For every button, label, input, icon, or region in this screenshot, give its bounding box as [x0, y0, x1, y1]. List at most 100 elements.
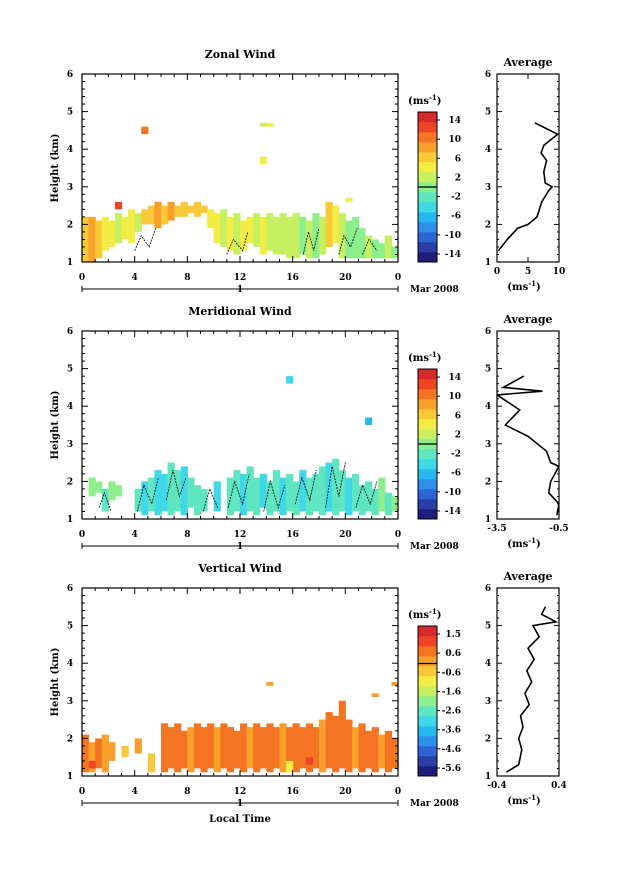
vertical-cell [338, 700, 346, 769]
zonal-x-tick-label: 4 [132, 273, 138, 283]
meridional-y-tick-label: 6 [67, 327, 73, 337]
zonal-profile-y-tick-label: 4 [485, 145, 491, 155]
vertical-cell [161, 723, 169, 773]
vertical-x-tick-label: 0 [395, 787, 401, 797]
zonal-contour [134, 228, 157, 251]
zonal-cell [187, 205, 195, 214]
vertical-profile-x-label-close: ) [536, 796, 541, 807]
zonal-cell [253, 213, 261, 247]
vertical-cell [147, 753, 156, 773]
meridional-colorbar-swatch [418, 449, 437, 460]
zonal-profile-x-tick-label: 10 [553, 267, 566, 277]
vertical-colorbar-swatch [418, 746, 437, 757]
vertical-colorbar-unit-close: ) [437, 610, 442, 621]
zonal-date-day: 1 [237, 285, 243, 295]
zonal-cell [174, 205, 182, 217]
zonal-cell [332, 205, 340, 244]
zonal-cell [292, 213, 300, 259]
zonal-colorbar-tick-label: -14 [445, 250, 461, 260]
vertical-colorbar-swatch [418, 646, 437, 657]
zonal-colorbar-swatch [418, 202, 437, 213]
meridional-profile-y-tick-label: 3 [485, 440, 491, 450]
vertical-colorbar-swatch [418, 626, 437, 637]
vertical-cell [384, 730, 393, 773]
zonal-cell [259, 122, 267, 127]
meridional-profile-y-tick-label: 4 [485, 402, 491, 412]
vertical-colorbar-swatch [418, 636, 437, 647]
meridional-profile-y-tick-label: 2 [485, 477, 491, 487]
meridional-contour [355, 481, 378, 508]
vertical-cell [266, 682, 274, 686]
meridional-cell [312, 473, 320, 512]
zonal-colorbar-unit: (ms-1) [408, 93, 441, 107]
meridional-x-tick-label: 0 [395, 530, 401, 540]
vertical-cell [305, 757, 314, 765]
meridional-cell [358, 485, 366, 516]
vertical-cell [286, 760, 294, 773]
meridional-x-tick-label: 8 [184, 530, 190, 540]
meridional-y-label: Height (km) [50, 391, 61, 460]
meridional-cell [246, 466, 254, 512]
meridional-cell [365, 417, 373, 425]
zonal-colorbar-swatch [418, 252, 437, 263]
zonal-cell [305, 220, 314, 259]
zonal-cell [384, 235, 393, 259]
zonal-colorbar-unit-close: ) [437, 96, 442, 107]
meridional-colorbar-tick-label: -14 [445, 507, 461, 517]
meridional-x-tick-label: 0 [79, 530, 85, 540]
zonal-cell [319, 216, 327, 255]
vertical-colorbar-tick-label: -3.6 [442, 726, 461, 736]
zonal-profile-title: Average [502, 56, 552, 69]
vertical-cell [220, 723, 228, 769]
zonal-contour [302, 228, 320, 255]
meridional-colorbar-swatch [418, 489, 437, 500]
zonal-cell [338, 213, 346, 259]
meridional-colorbar-unit: (ms-1) [408, 350, 441, 364]
meridional-cell [299, 470, 307, 512]
vertical-cell [358, 723, 366, 773]
vertical-colorbar-tick-label: -4.6 [442, 745, 461, 755]
meridional-date-month: Mar 2008 [410, 542, 459, 552]
meridional-colorbar-swatch [418, 469, 437, 480]
zonal-cell [312, 213, 320, 259]
zonal-cell [134, 213, 142, 232]
meridional-cell [154, 470, 162, 516]
vertical-profile-y-tick-label: 4 [485, 659, 491, 669]
meridional-title: Meridional Wind [188, 305, 292, 318]
meridional-cell [167, 462, 175, 516]
zonal-colorbar-swatch [418, 222, 437, 233]
meridional-contour [136, 477, 159, 512]
zonal-colorbar-tick-label: 6 [455, 154, 461, 164]
vertical-cell [226, 727, 235, 773]
meridional-profile-x-label-sup: -1 [528, 536, 536, 545]
zonal-profile-y-tick-label: 1 [485, 258, 491, 268]
meridional-cell [134, 488, 142, 512]
zonal-colorbar-swatch [418, 232, 437, 243]
meridional-profile-x-tick-label: -3.5 [487, 524, 506, 534]
meridional-cell [180, 466, 188, 516]
vertical-x-label: Local Time [209, 814, 271, 825]
zonal-profile-frame [496, 73, 560, 263]
zonal-cell [213, 213, 221, 244]
meridional-x-tick-label: 12 [234, 530, 247, 540]
meridional-y-tick-label: 4 [67, 402, 73, 412]
zonal-profile-y-tick-label: 5 [485, 108, 491, 118]
meridional-colorbar-unit-close: ) [437, 353, 442, 364]
vertical-cell [351, 727, 360, 769]
vertical-cell [174, 723, 182, 773]
meridional-colorbar-swatch [418, 499, 437, 510]
zonal-colorbar-swatch [418, 212, 437, 223]
meridional-cell [193, 485, 202, 516]
meridional-colorbar-swatch [418, 409, 437, 420]
vertical-colorbar-swatch [418, 656, 437, 667]
zonal-colorbar-swatch [418, 162, 437, 173]
zonal-cell [207, 209, 215, 229]
zonal-contour [362, 238, 378, 255]
meridional-y-tick-label: 3 [67, 440, 73, 450]
vertical-cell [95, 738, 103, 769]
meridional-x-tick-label: 4 [132, 530, 138, 540]
zonal-cell [351, 216, 360, 259]
zonal-cell [259, 216, 267, 255]
zonal-cell [391, 246, 399, 259]
